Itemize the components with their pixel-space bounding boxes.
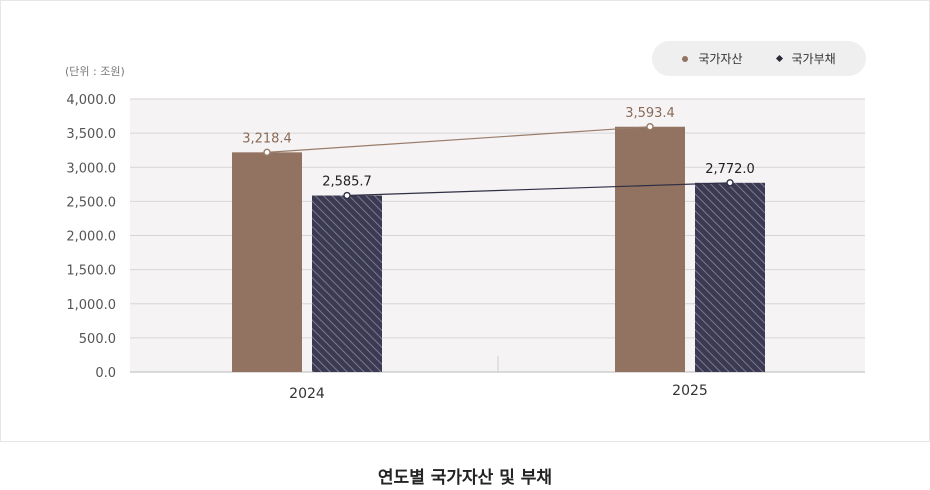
legend: 국가자산 국가부채 xyxy=(652,41,866,76)
data-label: 3,593.4 xyxy=(625,106,675,121)
bar-assets xyxy=(615,126,685,372)
trend-line-assets xyxy=(266,126,651,153)
y-tick-label: 0.0 xyxy=(95,366,116,381)
legend-item-assets: 국가자산 xyxy=(682,50,743,67)
y-tick-label: 2,000.0 xyxy=(66,230,116,245)
legend-item-debt: 국가부채 xyxy=(775,50,836,67)
x-tick-label: 2024 xyxy=(289,386,325,402)
y-tick-label: 500.0 xyxy=(79,332,116,347)
x-tick-label: 2025 xyxy=(672,383,708,399)
data-label: 2,585.7 xyxy=(322,175,372,190)
data-label: 2,772.0 xyxy=(705,162,755,177)
chart-svg: 0.0 500.0 1,000.0 1,500.0 2,000.0 2,500.0 3,00… xyxy=(66,93,865,402)
legend-debt-label: 국가부채 xyxy=(791,52,836,66)
y-tick-label: 1,500.0 xyxy=(66,264,116,279)
marker-debt xyxy=(726,179,734,187)
trend-line-debt xyxy=(346,182,731,197)
y-tick-label: 3,500.0 xyxy=(66,127,116,142)
marker-assets xyxy=(646,123,654,131)
marker-assets xyxy=(263,148,271,157)
chart-title: 연도별 국가자산 및 부채 xyxy=(377,468,553,488)
y-tick-label: 1,000.0 xyxy=(66,298,116,313)
legend-assets-marker xyxy=(682,55,689,62)
y-tick-label: 3,000.0 xyxy=(66,161,116,176)
unit-label: (단위 : 조원) xyxy=(65,65,125,78)
y-tick-label: 2,500.0 xyxy=(66,195,116,210)
bar-debt xyxy=(695,182,765,372)
marker-debt xyxy=(343,191,351,200)
y-tick-label: 4,000.0 xyxy=(66,93,116,108)
bar-debt xyxy=(312,195,382,372)
legend-assets-label: 국가자산 xyxy=(698,52,743,66)
data-label: 3,218.4 xyxy=(242,131,292,146)
bar-assets xyxy=(232,152,302,372)
